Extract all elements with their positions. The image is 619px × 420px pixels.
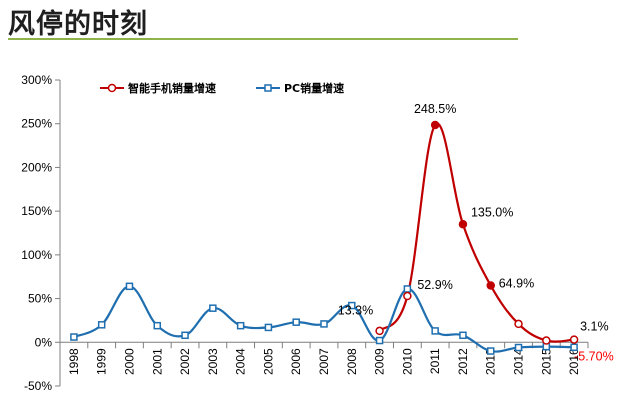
pc-data-point: [514, 343, 523, 352]
x-tick-label: 2009: [373, 348, 387, 375]
x-tick-label: 2001: [150, 348, 164, 375]
y-tick-label: 150%: [21, 204, 52, 218]
x-tick-label: 2012: [456, 348, 470, 375]
pc-data-point: [209, 304, 217, 312]
smartphone-data-point: [375, 326, 384, 336]
y-tick-label: 0%: [35, 335, 53, 349]
y-tick-label: 200%: [21, 160, 52, 174]
pc-data-point: [348, 301, 356, 310]
smartphone-data-point: [542, 336, 551, 345]
smartphone-data-point: [458, 220, 468, 229]
x-tick-label: 2015: [539, 348, 553, 375]
data-label: -5.70%: [574, 349, 614, 363]
pc-data-point: [181, 331, 189, 340]
x-tick-label: 2014: [512, 348, 526, 375]
pc-data-point: [125, 282, 134, 291]
x-tick-label: 1998: [67, 348, 81, 375]
x-tick-label: 2003: [206, 348, 220, 375]
data-label: 64.9%: [499, 277, 534, 291]
pc-data-point: [403, 285, 412, 293]
x-tick-label: 2011: [428, 348, 442, 374]
pc-data-point: [375, 336, 384, 345]
pc-data-point: [486, 347, 495, 355]
data-label: 248.5%: [414, 102, 456, 116]
x-tick-label: 2010: [400, 348, 414, 375]
smartphone-data-point: [430, 120, 440, 130]
legend-label: PC销量增速: [284, 81, 344, 95]
data-label: 135.0%: [471, 205, 513, 219]
data-label: 13.3%: [338, 304, 373, 318]
x-tick-label: 2002: [178, 348, 192, 375]
x-tick-label: 2000: [122, 348, 136, 375]
y-tick-label: 50%: [28, 292, 52, 306]
legend-marker: [264, 84, 272, 92]
smartphone-data-point: [569, 335, 579, 344]
pc-data-point: [153, 321, 162, 330]
page-title: 风停的时刻: [8, 9, 148, 40]
series-lines: [73, 122, 575, 353]
pc-data-point: [264, 323, 273, 332]
data-label: 3.1%: [580, 320, 609, 334]
series-markers: [70, 120, 579, 355]
smartphone-data-point: [403, 291, 412, 301]
legend-marker: [107, 83, 117, 93]
smartphone-data-point: [514, 319, 523, 329]
chart-axes: [59, 80, 588, 386]
pc-data-point: [570, 343, 578, 352]
x-tick-label: 2007: [317, 348, 331, 375]
pc-data-point: [70, 333, 78, 341]
x-tick-label: 2006: [289, 348, 303, 375]
chart-legend: 智能手机销量增速 PC销量增速: [100, 81, 344, 95]
x-tick-label: 2005: [261, 348, 275, 375]
x-tick-label: 2004: [234, 348, 248, 375]
x-axis-ticks: 1998 1999 2000 2001 2002 2003 2004 2005 2006 2007…: [59, 342, 589, 375]
pc-data-point: [459, 331, 467, 340]
data-label: 52.9%: [417, 278, 452, 292]
x-tick-label: 2016: [567, 348, 581, 375]
x-tick-label: 2008: [345, 348, 359, 375]
pc-data-point: [431, 327, 439, 335]
y-tick-label: 250%: [21, 117, 52, 131]
y-axis-ticks: -50% 0% 50% 100% 150% 200% 250% 300%: [21, 73, 60, 393]
pc-data-point: [236, 321, 245, 330]
pc-data-point: [97, 321, 106, 329]
data-labels: 248.5% 135.0% 64.9% 52.9% 13.3% 3.1% -5.70%: [338, 102, 614, 363]
smartphone-data-point: [486, 281, 495, 290]
title-underline: [8, 38, 518, 40]
pc-data-point: [320, 320, 328, 328]
y-tick-label: 300%: [21, 73, 52, 87]
y-tick-label: 100%: [21, 248, 52, 262]
pc-data-point: [292, 318, 300, 326]
y-tick-label: -50%: [24, 379, 52, 393]
series-line: [378, 122, 575, 343]
legend-label: 智能手机销量增速: [128, 81, 216, 95]
x-tick-label: 1999: [95, 348, 109, 375]
